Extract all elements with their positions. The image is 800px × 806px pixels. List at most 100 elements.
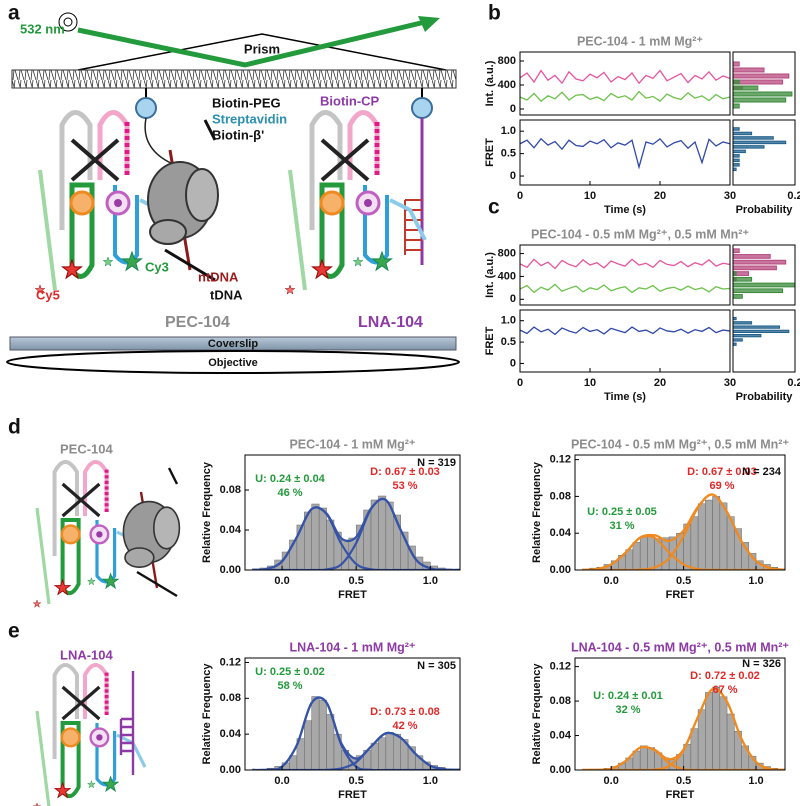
annotation: 32 % [615,704,640,716]
hist-bar [733,265,777,271]
chart-title: PEC-104 - 0.5 mM Mg²⁺, 0.5 mM Mn²⁺ [571,437,789,451]
hist-bar [326,714,335,770]
panel-label: e [8,620,20,643]
annotation: U: 0.24 ± 0.01 [593,690,663,702]
plot-frame [732,244,796,306]
lna-small [33,665,145,806]
rnap-use [122,466,181,598]
plot-frame [519,309,731,373]
hist-bar [690,728,699,770]
y-axis-label: FRET [484,326,496,355]
annotation: 67 % [712,684,737,696]
y-tick-label: 0 [510,170,516,182]
trace [520,326,730,336]
hist-bar [733,338,743,342]
y-tick-label: 0.04 [220,524,242,536]
hist-bar [733,73,790,79]
fit-curve [252,696,460,770]
y-tick-label: 0.00 [220,764,241,776]
x-axis-label: Probability [736,391,794,403]
hist-bar [639,536,648,570]
hist-bar [712,496,721,570]
tether [144,117,176,166]
chart-title: LNA-104 - 1 mM Mg²⁺ [289,640,415,654]
x-tick-label: 0.5 [676,775,691,787]
hist-bar [733,282,795,288]
hist-bar [733,288,784,294]
hist-bar [733,91,793,97]
y-axis-label: Relative Frequency [531,461,543,563]
hist-bar [726,713,735,770]
streptavidin [135,97,157,119]
hist-bar [712,687,721,770]
hist-bar [318,507,327,570]
label: Coverslip [208,338,258,350]
y-tick-label: 0.5 [501,336,516,348]
x-axis-label: FRET [338,589,367,601]
hist-bar [705,499,713,570]
plot-area [520,258,730,294]
prism [77,33,447,71]
hist-bar [733,149,746,154]
plot-frame [244,657,461,771]
plot-area [520,326,730,336]
x-tick-label: 10 [584,377,596,389]
y-axis-label: Relative Frequency [531,663,543,765]
y-axis-label: Relative Frequency [201,461,213,563]
y-tick-label: 0.12 [220,656,241,668]
y-tick-label: 0 [510,293,516,305]
x-tick-label: 0 [517,377,523,389]
hist-bar [733,276,753,282]
hist-bar [733,342,737,346]
hist-bar [719,696,728,770]
annotation: D: 0.67 ± 0.03 [370,466,440,478]
hist-bar [632,542,641,570]
hist-bar [697,503,706,570]
lna-ladder [119,671,135,776]
y-tick-label: 1.0 [501,125,516,137]
beam [77,19,426,68]
hist-bar [733,97,787,103]
trace [520,137,730,170]
annotation: 46 % [277,487,302,499]
hist-bar [733,61,740,67]
beam-arrow [418,16,440,32]
x-tick-label: 30 [724,377,736,389]
hist-bar [697,709,706,770]
x-tick-label: 20 [654,190,666,202]
trace [520,69,730,85]
objective [6,350,460,374]
x-tick-label: 0.2 [787,377,800,389]
hist-bar [733,136,774,140]
plot-frame [519,244,731,306]
hist-bar [733,85,759,91]
y-tick-label: 0.00 [550,564,571,576]
hist-bar [647,534,655,570]
annotation: D: 0.73 ± 0.08 [370,706,440,718]
hist-bar [733,127,740,131]
laser [63,17,73,27]
x-tick-label: 0.0 [274,575,289,587]
panel-label: b [488,2,501,25]
y-axis-label: Int. (a.u.) [484,60,496,106]
annotation: 53 % [392,480,417,492]
x-tick-label: 1.0 [423,775,438,787]
x-tick-label: 0.5 [349,775,364,787]
annotation: 69 % [709,480,734,492]
hist-bar [733,158,740,163]
plot-frame [732,119,796,186]
annotation: N = 305 [417,660,456,672]
plot-frame [732,309,796,373]
annotation: 31 % [609,520,634,532]
hist-bar [733,103,740,109]
prism-label: Prism [244,41,280,56]
label: Objective [208,357,258,369]
streptavidin [411,97,433,119]
y-tick-label: 0.08 [550,490,571,502]
hist-bar [733,271,737,276]
hist-bar [318,699,327,770]
label: PEC-104 [165,314,230,331]
hist-bar [311,503,320,570]
trace [520,90,730,103]
x-tick-label: 1.0 [423,575,438,587]
